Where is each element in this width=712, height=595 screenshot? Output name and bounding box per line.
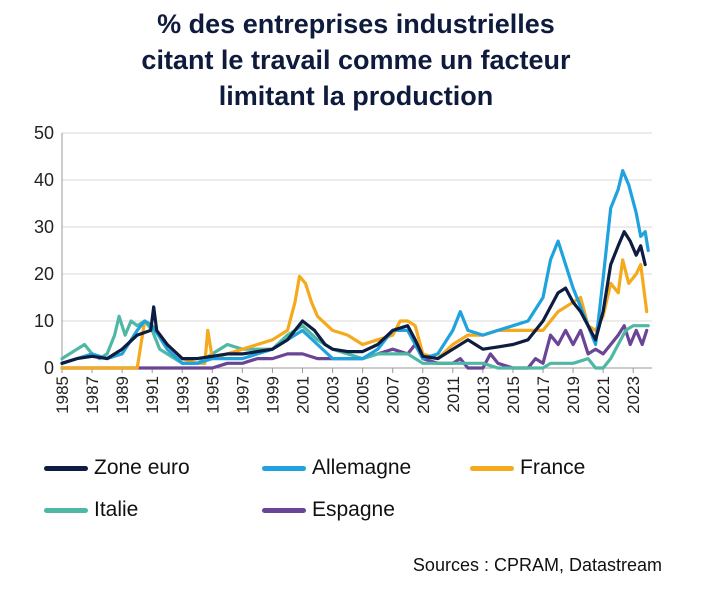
series-line-espagne [60, 324, 649, 370]
legend-label-italie: Italie [94, 498, 139, 521]
x-tick-label-2005: 2005 [354, 376, 373, 414]
x-tick-label-2021: 2021 [594, 376, 613, 414]
chart-title-line-3: limitant la production [218, 81, 494, 111]
x-tick-label-2023: 2023 [624, 376, 643, 414]
legend-swatch-allemagne [262, 465, 306, 471]
x-tick-label-1993: 1993 [173, 376, 192, 414]
x-tick-label-2007: 2007 [384, 376, 403, 414]
y-tick-label-40: 40 [34, 170, 54, 190]
legend-label-zone-euro: Zone euro [94, 456, 190, 479]
x-tick-label-1995: 1995 [203, 376, 222, 414]
legend-swatch-zone-euro [44, 465, 88, 471]
chart-title-line-1: % des entreprises industrielles [157, 9, 555, 39]
legend-item-espagne: Espagne [262, 495, 395, 525]
x-tick-label-2009: 2009 [414, 376, 433, 414]
y-tick-label-20: 20 [34, 264, 54, 284]
legend-item-allemagne: Allemagne [262, 453, 411, 483]
x-tick-label-2001: 2001 [294, 376, 313, 414]
x-tick-label-1985: 1985 [53, 376, 72, 414]
legend-swatch-italie [44, 507, 88, 513]
x-tick-label-2013: 2013 [474, 376, 493, 414]
y-tick-label-10: 10 [34, 311, 54, 331]
chart-title: % des entreprises industrielles citant l… [0, 6, 712, 114]
legend-item-france: France [470, 453, 585, 483]
x-tick-label-1989: 1989 [113, 376, 132, 414]
legend-swatch-espagne [262, 507, 306, 513]
x-tick-label-1991: 1991 [143, 376, 162, 414]
legend-item-zone-euro: Zone euro [44, 453, 190, 483]
x-tick-label-2015: 2015 [504, 376, 523, 414]
y-tick-label-0: 0 [44, 358, 54, 378]
legend-label-france: France [520, 456, 586, 479]
x-tick-label-2019: 2019 [564, 376, 583, 414]
x-tick-label-2011: 2011 [444, 376, 463, 413]
x-tick-label-1987: 1987 [83, 376, 102, 414]
legend-label-allemagne: Allemagne [312, 456, 412, 479]
series-line-allemagne [60, 169, 650, 365]
x-tick-label-2017: 2017 [534, 376, 553, 414]
legend-swatch-france [470, 465, 514, 471]
source-note: Sources : CPRAM, Datastream [412, 555, 662, 575]
x-tick-label-1999: 1999 [263, 376, 282, 414]
legend-label-espagne: Espagne [312, 498, 395, 521]
legend-item-italie: Italie [44, 495, 138, 525]
y-tick-label-30: 30 [34, 217, 54, 237]
series-line-zone-euro [60, 230, 647, 365]
y-tick-label-50: 50 [34, 123, 54, 143]
x-tick-label-2003: 2003 [324, 376, 343, 414]
x-tick-label-1997: 1997 [233, 376, 252, 414]
chart-title-line-2: citant le travail comme un facteur [141, 45, 571, 75]
